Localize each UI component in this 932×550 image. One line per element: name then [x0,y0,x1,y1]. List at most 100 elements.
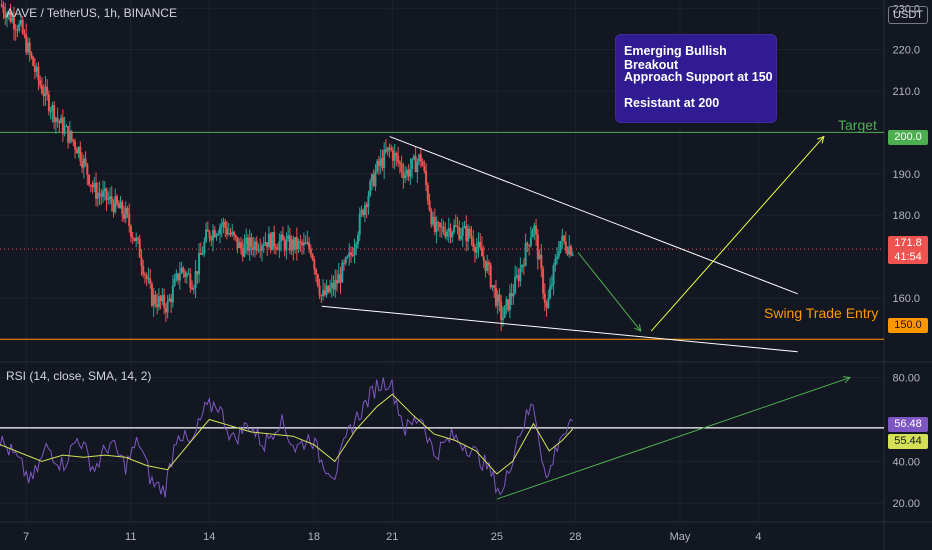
candle-body [86,163,89,175]
trendline-resistance [389,136,798,295]
candle-body [458,227,461,240]
candle-body [255,241,258,251]
candle-body [568,246,571,255]
candle-body [519,267,522,282]
candle-body [102,191,105,197]
candle-body [349,252,352,256]
candle-body [147,278,150,280]
arrow-head-projected-breakout [817,135,825,144]
candle-body [299,241,302,243]
candle-body [292,239,295,250]
candle-body [508,293,511,311]
candle-body [159,296,162,302]
candle-body [531,230,534,238]
candle-body [421,161,424,167]
candle-body [219,226,222,234]
candle-body [232,231,235,236]
candle-body [482,256,485,261]
candle-body [290,239,293,251]
candle-body [294,237,297,250]
candle-body [74,142,77,150]
candle-body [187,273,190,275]
candle-body [208,231,211,239]
candle-body [365,204,368,208]
arrow-head-projected-drop [634,324,642,332]
candle-body [536,234,539,260]
rsi-indicator-label[interactable]: RSI (14, close, SMA, 14, 2) [6,369,152,383]
candle-body [505,299,508,306]
candle-body [463,225,466,228]
rsi-tick-label: 20.00 [892,498,920,510]
candle-body [23,33,26,35]
candle-body [327,285,330,292]
candle-body [121,201,124,215]
candle-body [115,196,118,204]
candle-body [171,285,174,303]
candle-body [119,201,122,209]
candle-body [89,184,92,186]
candle-body [501,317,504,320]
candle-body [400,163,403,172]
candle-body [381,158,384,168]
candle-body [358,213,361,236]
candle-body [542,268,545,294]
candle-body [376,160,379,172]
candle-body [362,209,365,216]
candle-body [206,229,209,232]
candle-body [521,265,524,268]
candle-body [355,243,358,249]
candle-body [493,285,496,288]
rsi-ma-value-tag: 55.44 [888,434,928,449]
candle-body [315,269,318,275]
candle-body [288,235,291,251]
candle-body [67,126,70,143]
candle-body [543,293,546,303]
candle-body [259,249,262,251]
candle-body [39,80,42,86]
x-tick-label: 18 [308,531,320,543]
candle-body [494,287,497,306]
candle-body [35,66,38,72]
candle-body [19,20,22,24]
candle-body [405,169,408,176]
candle-body [65,126,68,128]
candle-body [487,262,490,265]
candle-body [323,290,326,295]
candle-body [425,170,428,185]
candle-body [142,265,145,275]
candle-body [500,301,503,320]
candle-body [32,56,35,66]
y-tick-label: 210.0 [892,86,920,98]
candle-body [283,240,286,251]
candle-body [484,260,487,271]
candle-body [360,209,363,214]
candle-body [28,42,31,53]
note-line-support: Approach Support at 150 [624,70,773,84]
candle-body [416,161,419,173]
x-tick-label: 14 [203,531,215,543]
candle-body [309,248,312,255]
candle-body [446,231,449,237]
candle-body [191,287,194,290]
candle-body [419,154,422,162]
candle-body [404,175,407,179]
candle-body [301,242,304,246]
trendline-support [321,305,798,353]
candle-body [11,17,14,22]
current-price-tag: 171.8 41:54 [888,236,928,264]
candle-body [227,232,230,235]
candle-body [398,162,401,164]
candle-body [311,254,314,260]
candle-body [129,226,132,237]
candle-body [243,243,246,257]
rsi-trendline-arrow [842,376,852,383]
candle-body [330,282,333,288]
candle-body [528,245,531,247]
candle-body [213,230,216,238]
candle-body [61,117,64,134]
trendline-projected-breakout [650,136,825,332]
currency-unit-badge[interactable]: USDT [888,6,928,24]
candle-body [507,299,510,311]
candle-body [556,256,559,259]
